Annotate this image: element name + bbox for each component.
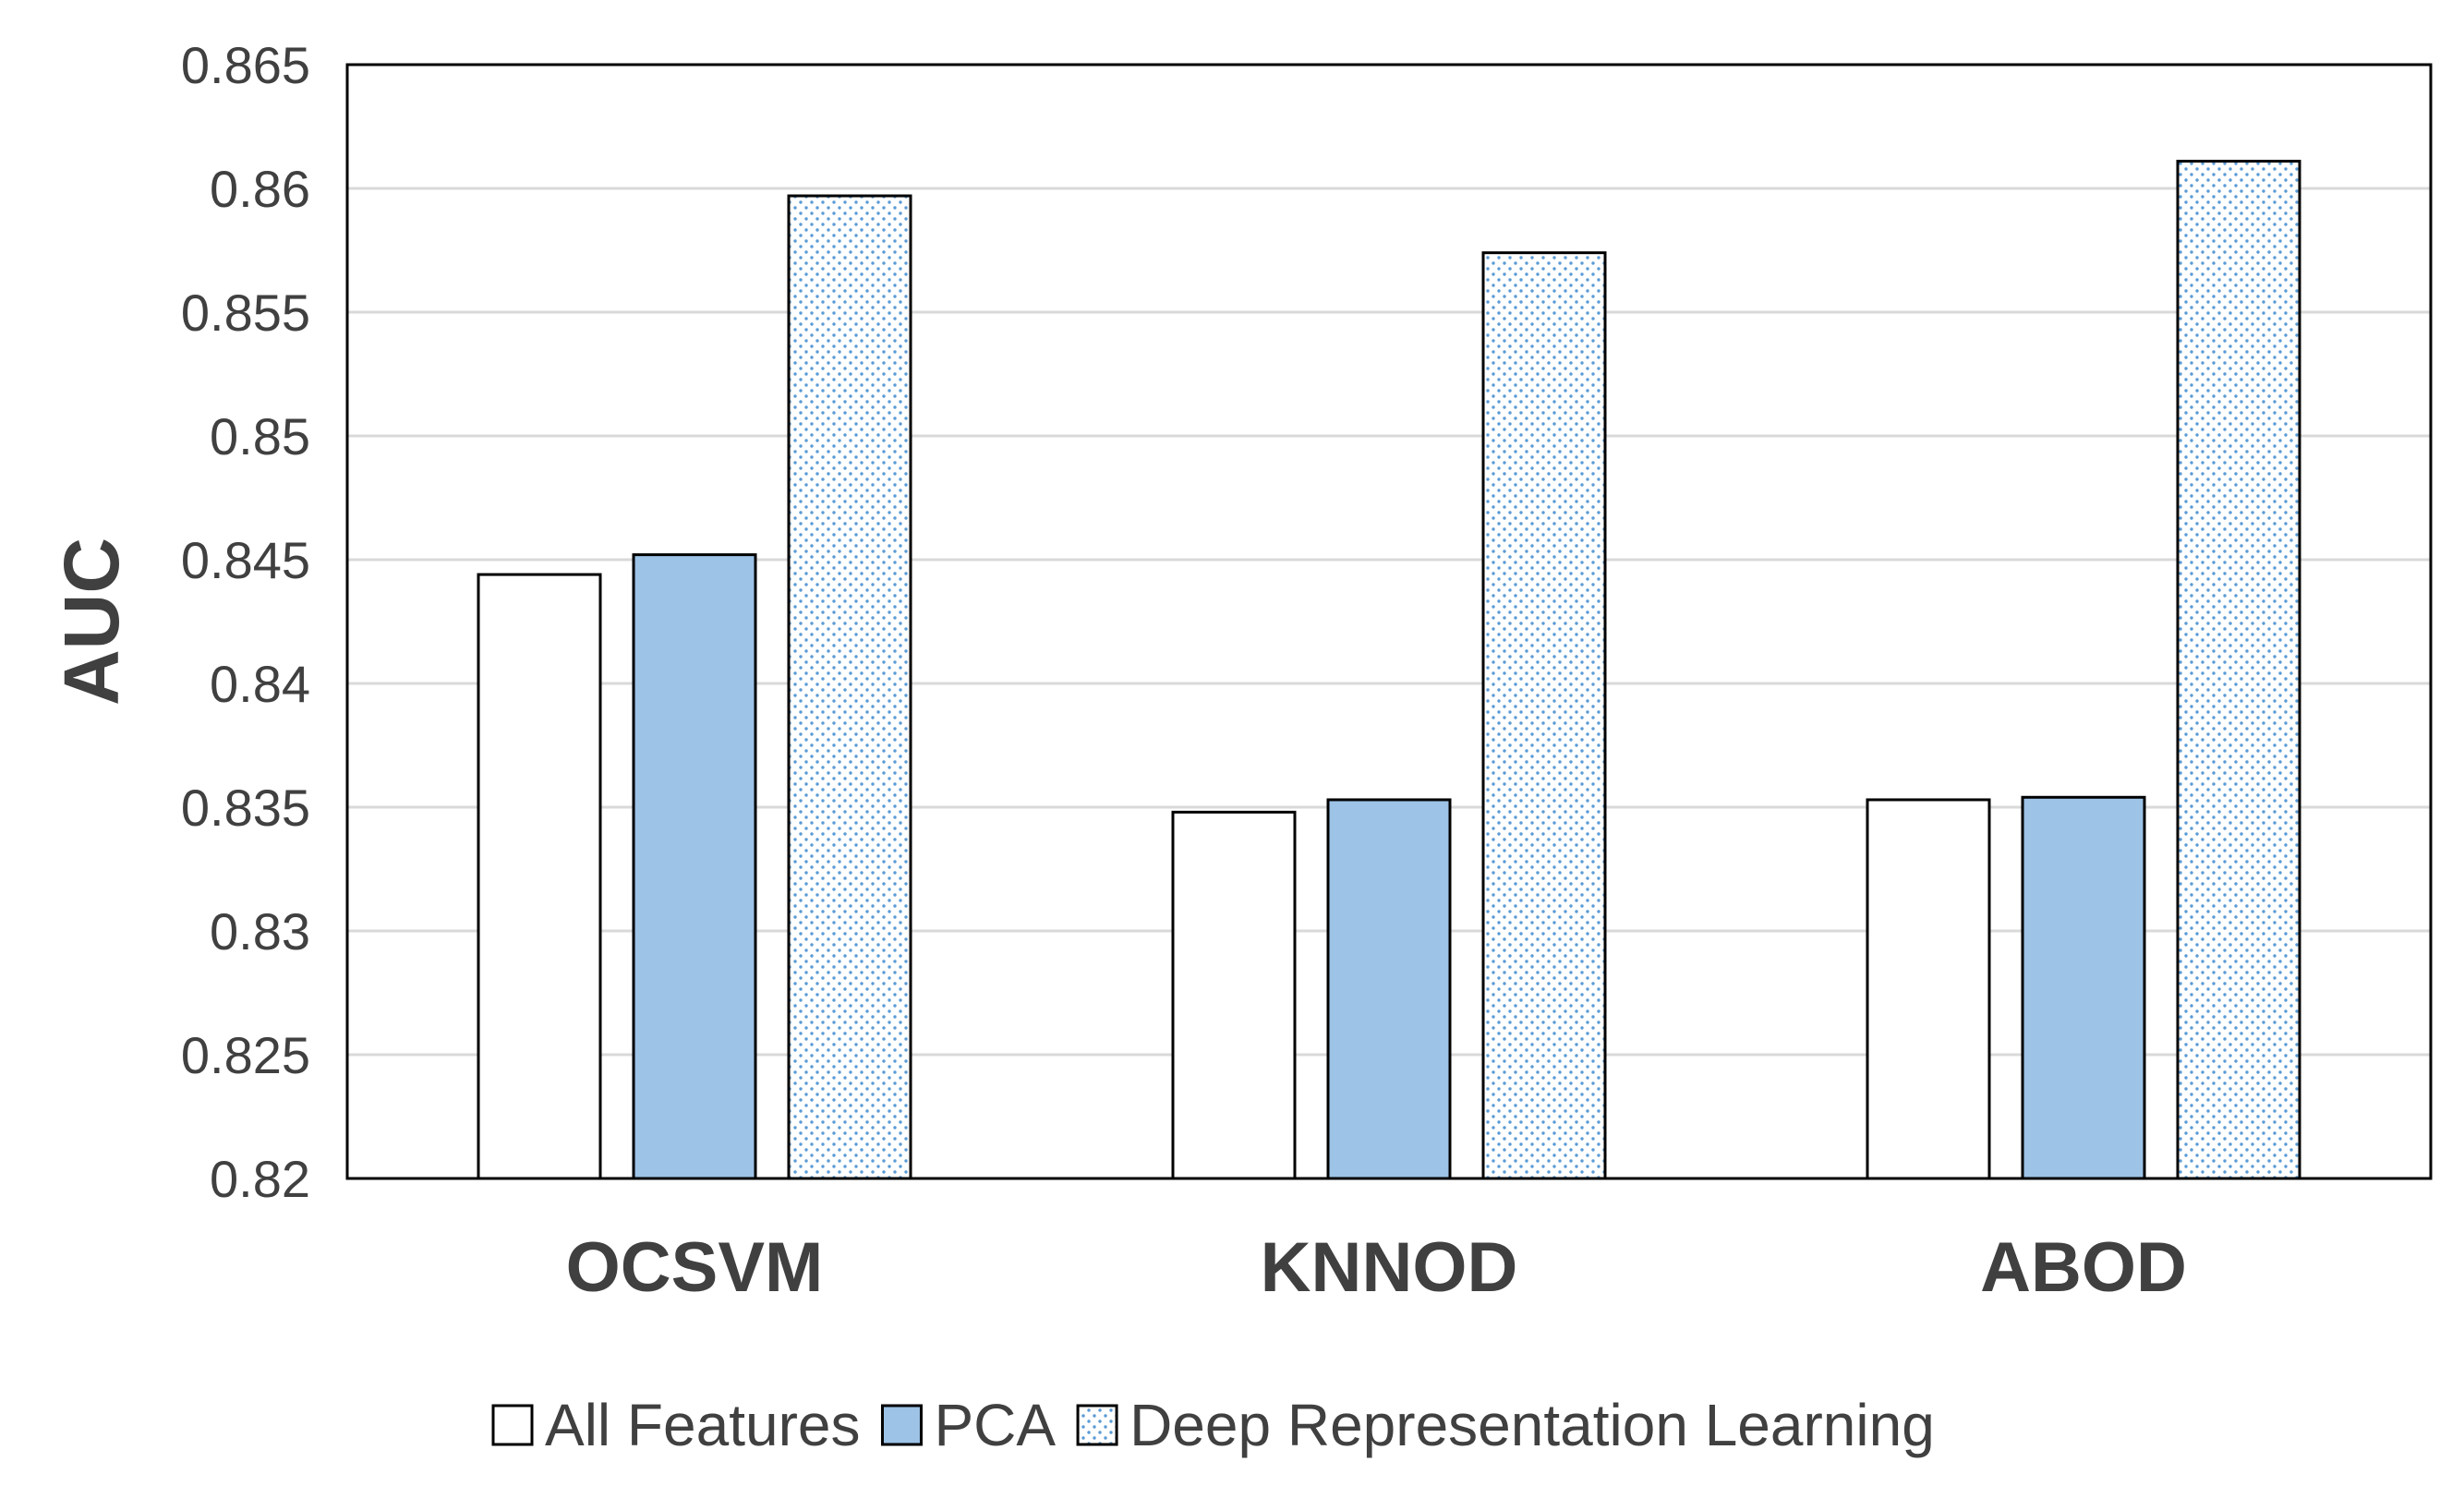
y-tick-label: 0.865 <box>181 36 310 94</box>
x-category-label: KNNOD <box>1261 1228 1518 1307</box>
x-category-label: OCSVM <box>566 1228 824 1307</box>
legend-swatch <box>1076 1404 1118 1446</box>
y-axis-title: AUC <box>48 538 135 706</box>
legend-label: PCA <box>934 1392 1056 1458</box>
legend-label: All Features <box>545 1392 860 1458</box>
y-tick-label: 0.83 <box>210 902 310 960</box>
y-tick-label: 0.84 <box>210 655 310 713</box>
legend-swatch <box>880 1404 923 1446</box>
bar-knnod-deep-representation-learning <box>1481 251 1607 1180</box>
legend: All Features PCA Deep Representation Learn… <box>491 1392 1935 1458</box>
legend-swatch <box>491 1404 534 1446</box>
bars <box>477 160 2301 1180</box>
legend-label: Deep Representation Learning <box>1129 1392 1935 1458</box>
bar-ocsvm-pca <box>632 553 757 1180</box>
bar-abod-deep-representation-learning <box>2176 160 2301 1180</box>
bar-abod-pca <box>2021 795 2146 1180</box>
bar-ocsvm-all-features <box>477 573 602 1180</box>
plot-area-frame <box>345 63 2433 1180</box>
bar-knnod-all-features <box>1171 810 1297 1180</box>
bar-ocsvm-deep-representation-learning <box>787 194 912 1180</box>
bar-abod-all-features <box>1866 798 1991 1180</box>
x-category-label: ABOD <box>1980 1228 2187 1307</box>
y-tick-label: 0.835 <box>181 779 310 837</box>
y-tick-label: 0.825 <box>181 1026 310 1084</box>
x-axis-category-labels: OCSVM KNNOD ABOD <box>566 1228 2187 1307</box>
bar-knnod-pca <box>1326 798 1452 1180</box>
y-tick-label: 0.855 <box>181 284 310 342</box>
y-tick-label: 0.845 <box>181 531 310 589</box>
y-tick-label: 0.82 <box>210 1150 310 1208</box>
y-tick-label: 0.86 <box>210 160 310 218</box>
y-tick-label: 0.85 <box>210 407 310 465</box>
y-axis-tick-labels: 0.82 0.825 0.83 0.835 0.84 0.845 0.85 0.855 0.86… <box>181 36 310 1208</box>
